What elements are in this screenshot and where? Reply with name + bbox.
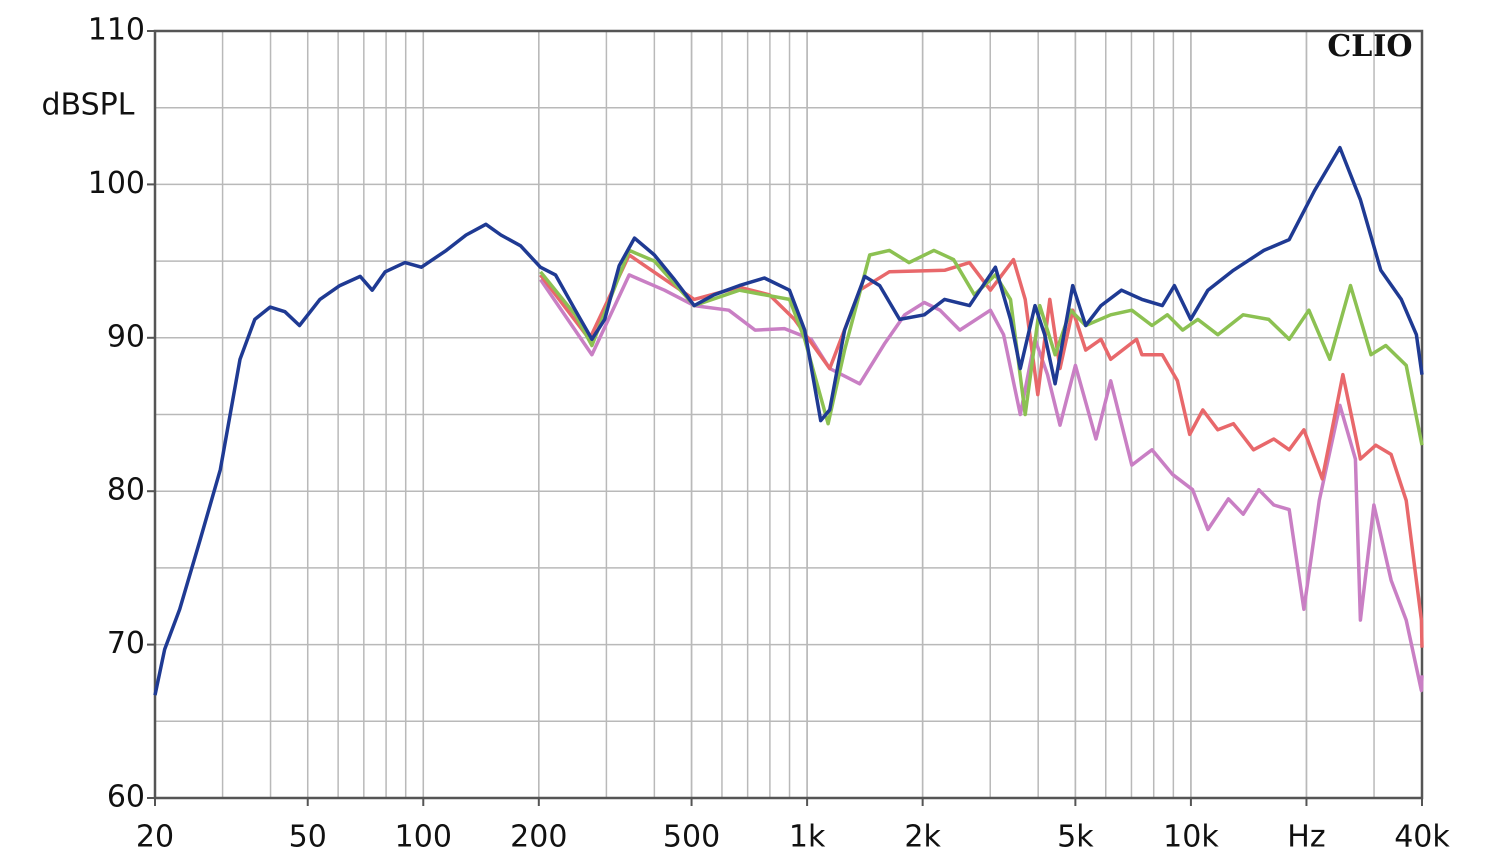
x-tick-label: 200	[510, 820, 567, 855]
y-tick-label: 60	[107, 780, 145, 815]
series-line	[539, 273, 1424, 693]
x-tick-label: Hz	[1287, 820, 1325, 855]
x-tick-label: 500	[663, 820, 720, 855]
y-axis-label: dBSPL	[42, 88, 135, 123]
y-tick-label: 110	[88, 13, 145, 48]
x-tick-label: 100	[395, 820, 452, 855]
x-tick-label: 1k	[789, 820, 826, 855]
x-tick-label: 5k	[1057, 820, 1094, 855]
x-tick-label: 20	[136, 820, 174, 855]
x-tick-label: 2k	[904, 820, 941, 855]
x-tick-label: 40k	[1394, 820, 1450, 855]
plot-frame	[153, 29, 1424, 800]
series-line	[153, 145, 1424, 696]
y-tick-label: 80	[107, 473, 145, 508]
y-tick-label: 90	[107, 319, 145, 354]
x-tick-label: 50	[289, 820, 327, 855]
x-tick-label: 10k	[1163, 820, 1219, 855]
y-tick-label: 100	[88, 166, 145, 201]
y-tick-label: 70	[107, 626, 145, 661]
annotation: CLIO	[1327, 29, 1412, 64]
series-line	[539, 253, 1424, 648]
series-line	[539, 248, 1424, 446]
